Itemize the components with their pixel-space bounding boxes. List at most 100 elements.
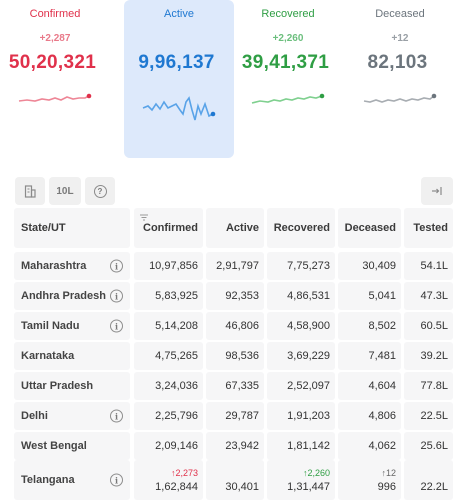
active-cell: 98,536 — [206, 342, 264, 370]
info-icon[interactable]: i — [110, 259, 123, 273]
recovered-value: 39,41,371 — [241, 52, 330, 73]
deceased-sparkline — [363, 93, 437, 103]
table-row[interactable]: Uttar Pradesh 3,24,036 67,335 2,52,097 4,604… — [14, 372, 454, 400]
state-name: Andhra Pradesh i — [14, 282, 130, 310]
header-state[interactable]: State/UT — [14, 208, 130, 248]
confirmed-cell: 2,09,146 — [134, 432, 203, 460]
deceased-cell: 4,604 — [338, 372, 401, 400]
confirmed-cell: 4,75,265 — [134, 342, 203, 370]
deceased-label: Deceased — [375, 8, 425, 20]
confirmed-card[interactable]: Confirmed +2,287 50,20,321 — [0, 0, 110, 158]
active-card[interactable]: Active 9,96,137 — [124, 0, 234, 158]
table-row[interactable]: West Bengal 2,09,146 23,942 1,81,142 4,062 25… — [14, 432, 454, 460]
state-name: Telangana i — [14, 460, 130, 500]
state-name: Tamil Nadu i — [14, 312, 130, 340]
state-name: Uttar Pradesh — [14, 372, 130, 400]
active-sparkline — [142, 96, 216, 121]
confirmed-cell: 10,97,856 — [134, 252, 203, 280]
deceased-cell: 5,041 — [338, 282, 401, 310]
tested-cell: 39.2L — [404, 342, 453, 370]
confirmed-label: Confirmed — [29, 8, 81, 20]
recovered-cell: ↑2,260 1,31,447 — [267, 460, 335, 500]
deceased-cell: 4,062 — [338, 432, 401, 460]
active-cell: 46,806 — [206, 312, 264, 340]
expand-table-button[interactable] — [421, 177, 453, 205]
table-row[interactable]: Karnataka 4,75,265 98,536 3,69,229 7,481 39.2… — [14, 342, 454, 370]
tested-cell: 22.2L — [404, 460, 453, 500]
recovered-delta: ↑2,260 — [302, 468, 330, 478]
confirmed-sparkline — [18, 93, 92, 102]
recovered-cell: 4,58,900 — [267, 312, 335, 340]
deceased-cell: 8,502 — [338, 312, 401, 340]
table-row[interactable]: Delhi i 2,25,796 29,787 1,91,203 4,806 22.5L — [14, 402, 454, 430]
tested-cell: 47.3L — [404, 282, 453, 310]
arrow-right-to-bar-icon — [432, 187, 442, 195]
active-value: 9,96,137 — [138, 52, 215, 73]
recovered-cell: 3,69,229 — [267, 342, 335, 370]
header-tested[interactable]: Tested — [404, 208, 453, 248]
deceased-value: 82,103 — [367, 52, 428, 73]
recovered-cell: 4,86,531 — [267, 282, 335, 310]
info-icon[interactable]: i — [110, 473, 123, 487]
recovered-cell: 2,52,097 — [267, 372, 335, 400]
recovered-label: Recovered — [261, 8, 315, 20]
state-name: Maharashtra i — [14, 252, 130, 280]
header-active[interactable]: Active — [206, 208, 264, 248]
state-name: Karnataka — [14, 342, 130, 370]
building-icon — [24, 184, 36, 198]
table-header: State/UT Confirmed Active Recovered Dece… — [14, 208, 454, 248]
recovered-sparkline — [251, 93, 325, 104]
table-toolbar: 10L ? — [0, 177, 455, 207]
deceased-delta: +12 — [391, 33, 409, 44]
table-row[interactable]: Tamil Nadu i 5,14,208 46,806 4,58,900 8,502 60… — [14, 312, 454, 340]
active-cell: 92,353 — [206, 282, 264, 310]
recovered-delta: +2,260 — [272, 33, 304, 44]
tested-cell: 77.8L — [404, 372, 453, 400]
active-cell: 23,942 — [206, 432, 264, 460]
deceased-cell: 4,806 — [338, 402, 401, 430]
confirmed-cell: 2,25,796 — [134, 402, 203, 430]
info-icon[interactable]: i — [110, 289, 123, 303]
confirmed-cell: 5,83,925 — [134, 282, 203, 310]
confirmed-cell: 5,14,208 — [134, 312, 203, 340]
confirmed-delta: ↑2,273 — [170, 468, 198, 478]
confirmed-value: 50,20,321 — [8, 52, 97, 73]
deceased-cell: 30,409 — [338, 252, 401, 280]
deceased-card[interactable]: Deceased +12 82,103 — [345, 0, 455, 158]
tested-cell: 25.6L — [404, 432, 453, 460]
header-deceased[interactable]: Deceased — [338, 208, 401, 248]
confirmed-delta: +2,287 — [39, 33, 71, 44]
table-row[interactable]: Telangana i ↑2,273 1,62,844 30,401 ↑2,26… — [14, 460, 454, 500]
header-confirmed-label: Confirmed — [143, 222, 198, 234]
recovered-cell: 1,91,203 — [267, 402, 335, 430]
confirmed-cell: ↑2,273 1,62,844 — [134, 460, 203, 500]
active-cell: 30,401 — [206, 460, 264, 500]
deceased-cell: 7,481 — [338, 342, 401, 370]
table-row[interactable]: Andhra Pradesh i 5,83,925 92,353 4,86,531 5,0… — [14, 282, 454, 310]
recovered-card[interactable]: Recovered +2,260 39,41,371 — [232, 0, 344, 158]
per-ten-lakh-button[interactable]: 10L — [49, 177, 81, 205]
deceased-delta: ↑12 — [381, 468, 396, 478]
tested-cell: 22.5L — [404, 402, 453, 430]
header-confirmed[interactable]: Confirmed — [134, 208, 203, 248]
tested-cell: 54.1L — [404, 252, 453, 280]
recovered-cell: 7,75,273 — [267, 252, 335, 280]
info-icon[interactable]: i — [110, 319, 123, 333]
question-icon: ? — [93, 184, 107, 198]
recovered-cell: 1,81,142 — [267, 432, 335, 460]
summary-cards: Confirmed +2,287 50,20,321 Active 9,96,1… — [0, 0, 455, 160]
district-view-button[interactable] — [15, 177, 45, 205]
active-cell: 67,335 — [206, 372, 264, 400]
active-label: Active — [164, 8, 194, 20]
deceased-cell: ↑12 996 — [338, 460, 401, 500]
confirmed-cell: 3,24,036 — [134, 372, 203, 400]
active-cell: 2,91,797 — [206, 252, 264, 280]
sort-icon — [140, 214, 148, 221]
info-icon[interactable]: i — [110, 409, 123, 423]
table-row[interactable]: Maharashtra i 10,97,856 2,91,797 7,75,273 30,… — [14, 252, 454, 280]
header-recovered[interactable]: Recovered — [267, 208, 335, 248]
active-cell: 29,787 — [206, 402, 264, 430]
state-name: Delhi i — [14, 402, 130, 430]
help-button[interactable]: ? — [85, 177, 115, 205]
tested-cell: 60.5L — [404, 312, 453, 340]
